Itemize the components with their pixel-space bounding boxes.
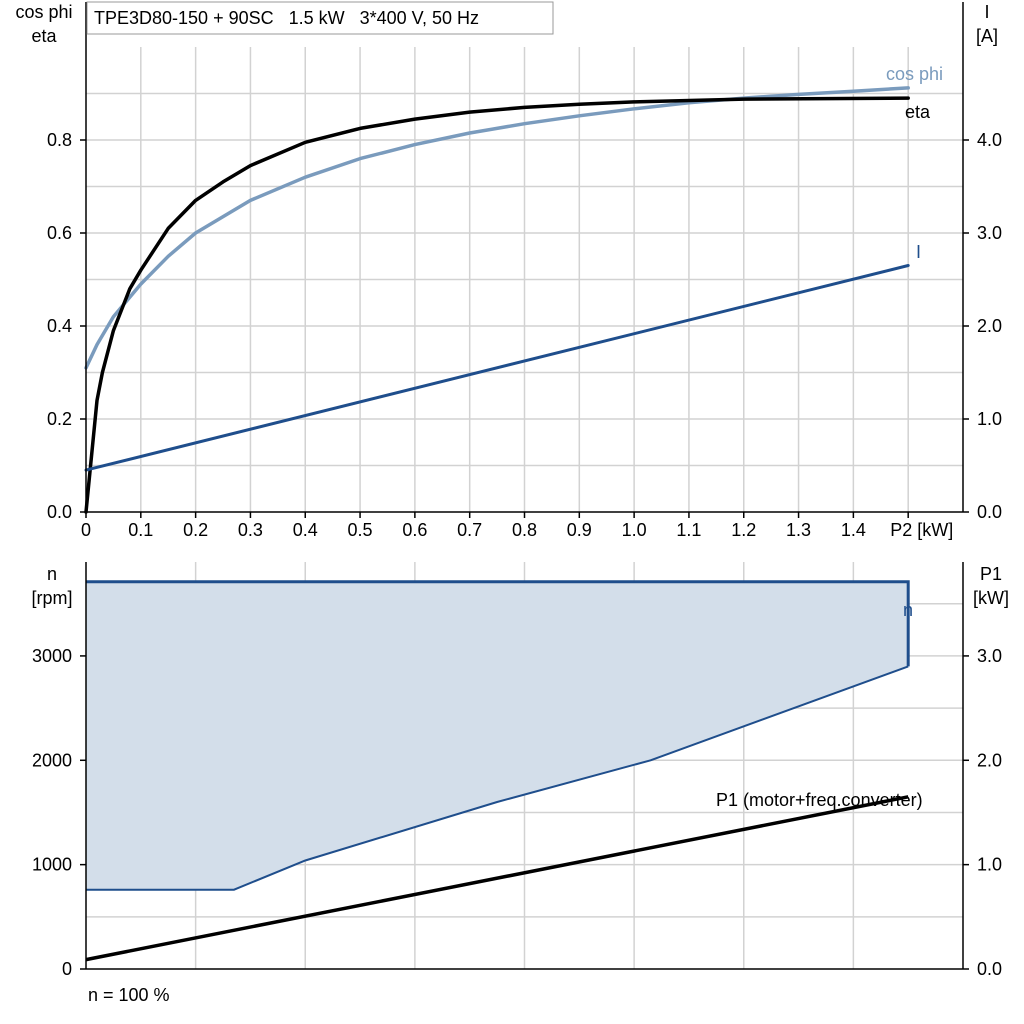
- speed-min-line: [86, 665, 909, 891]
- x-tick-label: 0.9: [567, 520, 592, 540]
- left-tick-label: 0.2: [47, 409, 72, 429]
- series-label-current: I: [916, 242, 921, 262]
- bottom-right-tick-label: 0.0: [977, 959, 1002, 979]
- series-label-p1: P1 (motor+freq.converter): [716, 790, 923, 810]
- bottom-left-axis-label-2: [rpm]: [31, 588, 72, 608]
- bottom-left-tick-label: 1000: [32, 855, 72, 875]
- chart-footnote: n = 100 %: [88, 985, 170, 1005]
- x-tick-label: 0.2: [183, 520, 208, 540]
- eta-line: [84, 96, 910, 514]
- top-left-axis-label-1: cos phi: [15, 2, 72, 22]
- x-tick-label: P2 [kW]: [890, 520, 953, 540]
- chart-title: TPE3D80-150 + 90SC 1.5 kW 3*400 V, 50 Hz: [94, 8, 479, 28]
- x-tick-label: 1.2: [731, 520, 756, 540]
- bottom-left-tick-label: 3000: [32, 646, 72, 666]
- bottom-left-tick-label: 2000: [32, 750, 72, 770]
- chart-title-box: [86, 1, 554, 35]
- bottom-right-axis-label-2: [kW]: [973, 588, 1009, 608]
- left-tick-label: 0.0: [47, 502, 72, 522]
- left-tick-label: 0.4: [47, 316, 72, 336]
- bottom-right-tick-label: 2.0: [977, 750, 1002, 770]
- bottom-right-tick-label: 1.0: [977, 855, 1002, 875]
- left-tick-label: 0.6: [47, 223, 72, 243]
- bottom-right-axis-label-1: P1: [980, 564, 1002, 584]
- right-tick-label: 1.0: [977, 409, 1002, 429]
- top-left-axis-label-2: eta: [31, 26, 57, 46]
- bottom-right-tick-label: 3.0: [977, 646, 1002, 666]
- x-tick-label: 0.8: [512, 520, 537, 540]
- top-chart-ticks: 0 0.1 0.2 0.3 0.4 0.5 0.6 0.7 0.8 0.9 1.0 1.1 1.2 1.3…: [47, 130, 1002, 540]
- right-tick-label: 2.0: [977, 316, 1002, 336]
- p1-line: [85, 795, 909, 962]
- right-tick-label: 4.0: [977, 130, 1002, 150]
- x-tick-label: 0.3: [238, 520, 263, 540]
- bottom-left-tick-label: 0: [62, 959, 72, 979]
- x-tick-label: 0.6: [402, 520, 427, 540]
- x-tick-label: 0.5: [348, 520, 373, 540]
- speed-range-area: [86, 581, 909, 890]
- speed-max-line: [86, 580, 910, 667]
- x-tick-label: 1.3: [786, 520, 811, 540]
- right-tick-label: 3.0: [977, 223, 1002, 243]
- top-right-axis-label-2: [A]: [976, 26, 998, 46]
- series-label-eta: eta: [905, 102, 931, 122]
- x-tick-label: 0.1: [128, 520, 153, 540]
- x-tick-label: 0.4: [293, 520, 318, 540]
- bottom-chart-axes: [85, 562, 964, 970]
- x-tick-label: 1.0: [622, 520, 647, 540]
- top-chart-grid: [86, 47, 963, 512]
- right-tick-label: 0.0: [977, 502, 1002, 522]
- x-tick-label: 0: [81, 520, 91, 540]
- bottom-left-axis-label-1: n: [47, 564, 57, 584]
- series-label-cos-phi: cos phi: [886, 64, 943, 84]
- top-chart-series: [84, 86, 910, 514]
- current-line: [84, 264, 910, 472]
- top-right-axis-label-1: I: [984, 2, 989, 22]
- x-tick-label: 1.1: [676, 520, 701, 540]
- series-label-speed: n: [903, 600, 913, 620]
- x-tick-label: 0.7: [457, 520, 482, 540]
- left-tick-label: 0.8: [47, 130, 72, 150]
- bottom-chart-ticks: 0 1000 2000 3000 0.0 1.0 2.0 3.0: [32, 646, 1002, 979]
- x-tick-label: 1.4: [841, 520, 866, 540]
- bottom-chart-series: [85, 580, 910, 962]
